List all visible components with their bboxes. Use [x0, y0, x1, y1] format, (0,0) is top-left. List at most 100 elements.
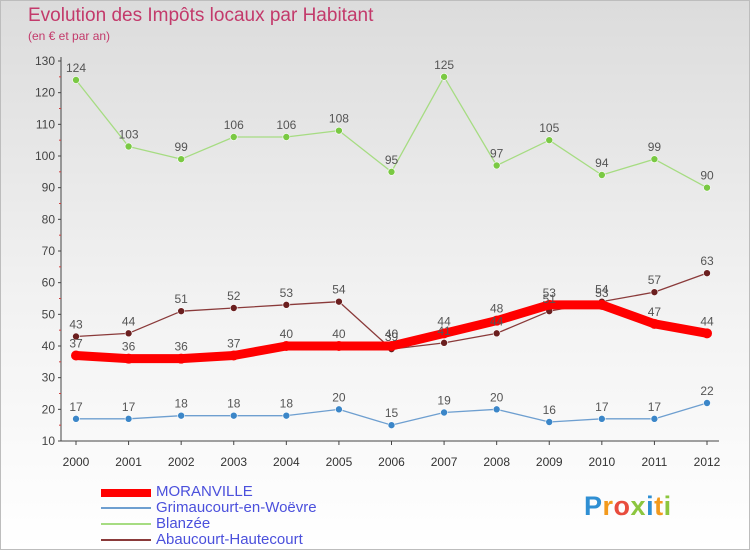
data-point-blanz-e — [387, 168, 396, 176]
data-label-blanz-e: 99 — [648, 140, 662, 154]
data-point-blanz-e — [282, 133, 291, 141]
y-tick-label: 70 — [42, 244, 56, 258]
data-point-blanz-e — [440, 73, 448, 81]
data-label-grimaucourt-en-wo-vre: 22 — [700, 384, 714, 398]
legend-swatch — [101, 523, 151, 525]
data-label-moranville: 53 — [543, 286, 557, 300]
data-label-blanz-e: 97 — [490, 147, 504, 161]
x-tick-label: 2010 — [588, 455, 615, 469]
data-label-grimaucourt-en-wo-vre: 18 — [227, 397, 241, 411]
data-label-grimaucourt-en-wo-vre: 17 — [648, 400, 662, 414]
data-point-abaucourt-hautecourt — [229, 304, 238, 312]
data-label-moranville: 48 — [490, 302, 504, 316]
data-point-blanz-e — [703, 183, 711, 192]
data-point-moranville — [439, 328, 450, 339]
data-label-blanz-e: 108 — [329, 112, 349, 126]
data-label-grimaucourt-en-wo-vre: 17 — [69, 400, 83, 414]
x-tick-label: 2009 — [536, 455, 563, 469]
data-point-abaucourt-hautecourt — [440, 339, 448, 347]
data-point-blanz-e — [177, 155, 185, 163]
data-point-blanz-e — [72, 76, 80, 84]
data-label-abaucourt-hautecourt: 53 — [280, 286, 294, 300]
data-label-abaucourt-hautecourt: 44 — [490, 314, 504, 328]
data-point-moranville — [702, 328, 712, 339]
data-label-abaucourt-hautecourt: 63 — [700, 254, 714, 268]
legend-label: Grimaucourt-en-Woëvre — [156, 499, 317, 516]
data-label-moranville: 47 — [648, 305, 662, 319]
data-point-moranville — [386, 341, 397, 351]
y-tick-label: 110 — [36, 117, 55, 131]
data-point-grimaucourt-en-wo-vre — [703, 399, 711, 407]
data-label-abaucourt-hautecourt: 52 — [227, 289, 241, 303]
y-tick-label: 100 — [35, 149, 55, 163]
data-point-moranville — [228, 350, 239, 361]
data-point-moranville — [281, 341, 292, 351]
x-tick-label: 2008 — [483, 455, 510, 469]
data-label-blanz-e: 106 — [276, 118, 296, 132]
data-label-moranville: 44 — [700, 314, 714, 328]
legend-label: Blanzée — [156, 515, 211, 532]
data-label-abaucourt-hautecourt: 41 — [437, 324, 451, 338]
x-tick-label: 2001 — [115, 455, 142, 469]
y-tick-label: 50 — [42, 307, 56, 321]
x-tick-label: 2002 — [168, 455, 195, 469]
data-point-moranville — [176, 353, 187, 364]
data-point-abaucourt-hautecourt — [650, 288, 659, 296]
data-label-moranville: 40 — [332, 327, 346, 341]
data-point-blanz-e — [650, 155, 659, 163]
data-label-moranville: 40 — [280, 327, 294, 341]
y-tick-label: 30 — [42, 371, 56, 385]
data-label-abaucourt-hautecourt: 51 — [543, 292, 557, 306]
data-point-blanz-e — [492, 161, 501, 170]
data-point-abaucourt-hautecourt — [72, 332, 80, 341]
data-point-blanz-e — [545, 136, 554, 144]
data-label-grimaucourt-en-wo-vre: 17 — [595, 400, 609, 414]
data-label-moranville: 37 — [69, 337, 83, 351]
data-label-abaucourt-hautecourt: 54 — [332, 283, 346, 297]
chart-title: Evolution des Impôts locaux par Habitant — [28, 5, 374, 26]
data-point-grimaucourt-en-wo-vre — [440, 408, 448, 417]
data-point-abaucourt-hautecourt — [282, 301, 291, 309]
data-point-moranville — [491, 315, 502, 326]
data-point-grimaucourt-en-wo-vre — [229, 411, 238, 420]
data-point-blanz-e — [124, 142, 133, 151]
x-tick-label: 2012 — [694, 455, 721, 469]
legend-label: Abaucourt-Hautecourt — [156, 531, 303, 548]
data-label-moranville: 44 — [437, 314, 451, 328]
data-point-moranville — [71, 350, 81, 361]
data-label-grimaucourt-en-wo-vre: 15 — [385, 406, 399, 420]
data-label-blanz-e: 105 — [539, 121, 559, 135]
legend-swatch — [101, 539, 151, 541]
data-label-blanz-e: 90 — [700, 169, 714, 183]
y-tick-label: 20 — [42, 402, 56, 416]
data-label-grimaucourt-en-wo-vre: 16 — [543, 403, 557, 417]
data-point-blanz-e — [598, 171, 606, 179]
data-label-moranville: 37 — [227, 337, 241, 351]
data-label-grimaucourt-en-wo-vre: 20 — [490, 390, 504, 404]
data-point-moranville — [649, 318, 660, 329]
y-tick-label: 40 — [42, 339, 56, 353]
data-label-abaucourt-hautecourt: 43 — [69, 318, 83, 332]
data-point-moranville — [333, 341, 344, 351]
data-label-abaucourt-hautecourt: 54 — [595, 283, 609, 297]
data-label-abaucourt-hautecourt: 57 — [648, 273, 662, 287]
data-point-grimaucourt-en-wo-vre — [545, 418, 554, 426]
data-label-moranville: 53 — [595, 286, 609, 300]
data-point-grimaucourt-en-wo-vre — [124, 415, 133, 423]
y-tick-label: 60 — [42, 276, 56, 290]
data-label-abaucourt-hautecourt: 39 — [385, 330, 399, 344]
data-point-grimaucourt-en-wo-vre — [598, 415, 606, 423]
data-label-blanz-e: 106 — [224, 118, 244, 132]
data-point-moranville — [123, 353, 134, 364]
data-point-grimaucourt-en-wo-vre — [282, 411, 291, 420]
data-label-grimaucourt-en-wo-vre: 17 — [122, 400, 136, 414]
data-label-blanz-e: 125 — [434, 58, 454, 72]
data-label-grimaucourt-en-wo-vre: 18 — [280, 397, 294, 411]
x-tick-label: 2006 — [378, 455, 405, 469]
legend-swatch — [101, 489, 151, 497]
x-tick-label: 2011 — [642, 455, 668, 469]
data-point-blanz-e — [335, 126, 343, 135]
data-label-moranville: 36 — [122, 340, 136, 354]
